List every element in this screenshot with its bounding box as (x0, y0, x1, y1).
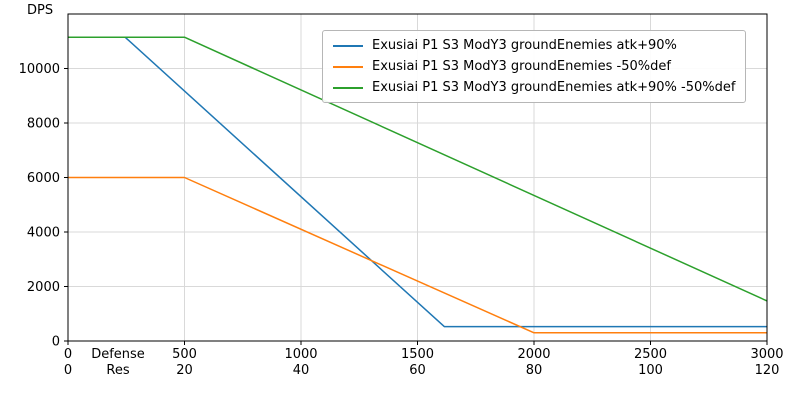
x-tick-label-defense: 2500 (634, 347, 667, 362)
x-tick-label-res: 120 (755, 363, 780, 378)
legend-label: Exusiai P1 S3 ModY3 groundEnemies atk+90… (372, 38, 677, 53)
x-tick-label-res: 80 (526, 363, 543, 378)
y-tick-label: 10000 (19, 62, 60, 77)
y-tick-label: 8000 (27, 117, 60, 132)
series-line-sample-icon (333, 44, 363, 47)
x-tick-label-defense: 1000 (284, 347, 317, 362)
x-tick-label-defense: 3000 (750, 347, 783, 362)
series-line-sample-icon (333, 65, 363, 68)
legend-label: Exusiai P1 S3 ModY3 groundEnemies -50%de… (372, 59, 671, 74)
x-tick-label-res: 40 (293, 363, 310, 378)
chart-legend: Exusiai P1 S3 ModY3 groundEnemies atk+90… (322, 30, 747, 103)
y-tick-label: 2000 (27, 280, 60, 295)
y-tick-label: 4000 (27, 226, 60, 241)
y-axis-label: DPS (27, 3, 54, 18)
series-line-sample-icon (333, 86, 363, 89)
x-tick-label-res: 0 (64, 363, 72, 378)
y-tick-label: 6000 (27, 171, 60, 186)
x-tick-label-defense: 2000 (517, 347, 550, 362)
x-tick-label-res: 100 (638, 363, 663, 378)
legend-item-atk90-minus50def: Exusiai P1 S3 ModY3 groundEnemies atk+90… (333, 80, 735, 95)
x-tick-label-defense: 0 (64, 347, 72, 362)
x-tick-label-res: 20 (176, 363, 193, 378)
x-tick-label-defense: 500 (172, 347, 197, 362)
x-axis-label-res: Res (106, 363, 129, 378)
x-tick-label-res: 60 (409, 363, 426, 378)
series-line-2 (68, 36, 768, 302)
legend-item-minus50def: Exusiai P1 S3 ModY3 groundEnemies -50%de… (333, 59, 735, 74)
series-line-1 (68, 176, 767, 334)
x-tick-label-defense: 1500 (401, 347, 434, 362)
legend-label: Exusiai P1 S3 ModY3 groundEnemies atk+90… (372, 80, 736, 95)
y-tick-label: 0 (52, 335, 60, 350)
x-axis-label-defense: Defense (91, 347, 145, 362)
legend-item-atk90: Exusiai P1 S3 ModY3 groundEnemies atk+90… (333, 38, 735, 53)
